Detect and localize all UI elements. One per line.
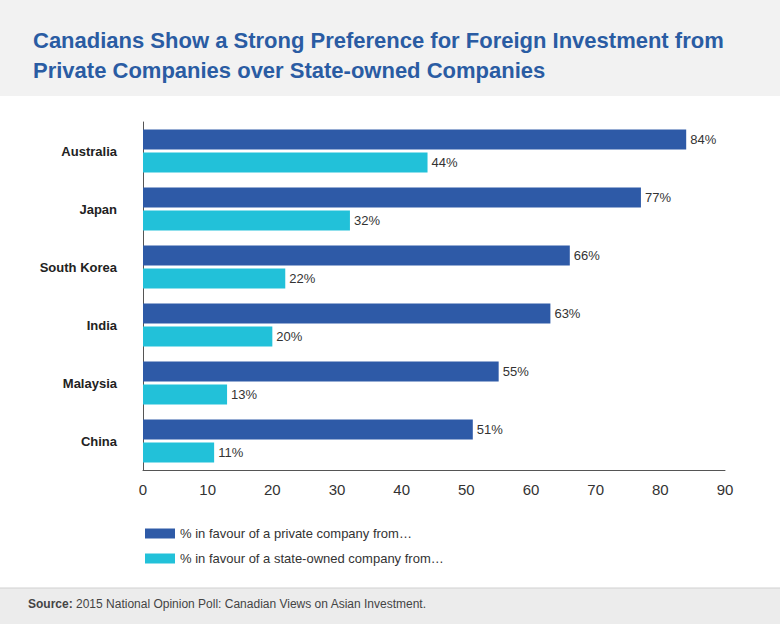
- svg-text:80: 80: [652, 481, 669, 498]
- svg-text:% in favour of a private compa: % in favour of a private company from…: [180, 526, 412, 541]
- svg-text:11%: 11%: [218, 445, 243, 460]
- svg-text:Australia: Australia: [61, 144, 117, 159]
- svg-text:55%: 55%: [503, 364, 529, 379]
- svg-text:Japan: Japan: [79, 202, 117, 217]
- svg-text:13%: 13%: [231, 387, 257, 402]
- svg-text:Private Companies over State-o: Private Companies over State-owned Compa…: [33, 58, 545, 83]
- svg-text:China: China: [81, 434, 118, 449]
- svg-text:20: 20: [264, 481, 281, 498]
- svg-text:Canadians Show a Strong Prefer: Canadians Show a Strong Preference for F…: [33, 28, 730, 53]
- svg-text:84%: 84%: [690, 132, 716, 147]
- svg-text:60: 60: [523, 481, 540, 498]
- svg-text:Source:: Source:: [28, 597, 73, 611]
- svg-text:66%: 66%: [574, 248, 600, 263]
- svg-text:India: India: [87, 318, 118, 333]
- svg-text:32%: 32%: [354, 213, 380, 228]
- svg-text:70: 70: [587, 481, 604, 498]
- svg-text:77%: 77%: [645, 190, 671, 205]
- svg-text:40: 40: [393, 481, 410, 498]
- svg-text:0: 0: [139, 481, 147, 498]
- svg-text:22%: 22%: [289, 271, 315, 286]
- svg-text:63%: 63%: [554, 306, 580, 321]
- svg-text:Malaysia: Malaysia: [63, 376, 118, 391]
- svg-text:30: 30: [329, 481, 346, 498]
- svg-text:50: 50: [458, 481, 475, 498]
- svg-text:South Korea: South Korea: [40, 260, 118, 275]
- svg-text:% in favour of a state-owned c: % in favour of a state-owned company fro…: [180, 551, 444, 566]
- svg-text:20%: 20%: [276, 329, 302, 344]
- svg-text:51%: 51%: [477, 422, 503, 437]
- svg-text:2015 National Opinion Poll: Ca: 2015 National Opinion Poll: Canadian Vie…: [73, 597, 426, 611]
- svg-text:44%: 44%: [432, 155, 458, 170]
- svg-text:90: 90: [717, 481, 734, 498]
- svg-text:10: 10: [199, 481, 216, 498]
